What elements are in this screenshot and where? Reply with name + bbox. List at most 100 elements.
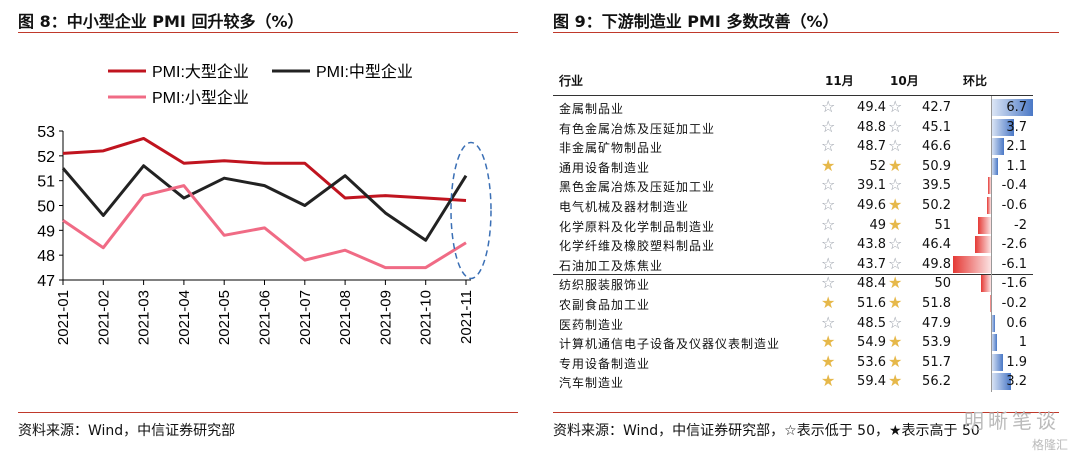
left-source-rule [18, 412, 518, 413]
oct-value: 50 [934, 276, 951, 292]
left-line-chart: 47 48 49 50 51 52 53 2021-01 2021-02 2021-03 2021-… [37, 63, 492, 345]
y-tick-label: 47 [37, 273, 55, 290]
industry-name: 化学原料及化学制品制造业 [559, 219, 716, 234]
nov-value: 51.6 [857, 296, 886, 311]
header-underline [553, 95, 1033, 96]
nov-value: 43.8 [857, 237, 886, 253]
header-mom: 环比 [963, 74, 988, 88]
header-industry: 行业 [559, 74, 584, 88]
table-row: 石油加工及炼焦业 ☆ 43.7 ☆ 49.8 -6.1 [553, 254, 1033, 275]
industry-name: 通用设备制造业 [559, 160, 651, 175]
table-row: 专用设备制造业 ★ 53.6 ★ 51.7 1.9 [553, 351, 1033, 373]
change-bar [991, 118, 1015, 136]
table-row: 汽车制造业 ★ 59.4 ★ 56.2 3.2 [553, 372, 1033, 392]
star-filled-icon: ★ [888, 371, 903, 391]
nov-value: 48.7 [857, 139, 886, 155]
legend-label: PMI:小型企业 [152, 89, 249, 107]
left-title-rule [18, 32, 518, 33]
star-filled-icon: ★ [888, 351, 903, 371]
mom-change: -0.2 [1001, 296, 1027, 311]
oct-value: 51 [934, 217, 951, 233]
table-row: 农副食品加工业 ★ 51.6 ★ 51.8 -0.2 [553, 294, 1033, 314]
oct-value: 50.2 [922, 198, 951, 213]
header-nov: 11月 [825, 74, 854, 88]
star-hollow-icon: ☆ [888, 97, 903, 116]
x-tick-label: 2021-07 [297, 290, 314, 345]
x-tick-label: 2021-04 [176, 290, 193, 345]
right-chart-title: 图 9：下游制造业 PMI 多数改善（%） [553, 12, 839, 31]
star-hollow-icon: ☆ [821, 312, 836, 332]
nov-value: 52 [869, 158, 886, 174]
right-source: 资料来源：Wind，中信证券研究部，☆表示低于 50，★表示高于 50 [553, 423, 980, 439]
watermark-brand: 格隆汇 [1031, 438, 1068, 452]
x-tick-label: 2021-11 [458, 290, 475, 344]
star-hollow-icon: ☆ [888, 116, 903, 136]
oct-value: 45.1 [922, 119, 951, 135]
industry-name: 化学纤维及橡胶塑料制品业 [559, 239, 716, 254]
star-filled-icon: ★ [888, 332, 903, 352]
mom-change: 3.2 [1006, 374, 1027, 390]
change-bar [991, 157, 998, 175]
mom-change: -2 [1014, 217, 1027, 233]
star-filled-icon: ★ [821, 351, 836, 371]
industry-name: 有色金属冶炼及压延加工业 [559, 121, 716, 136]
star-filled-icon: ★ [821, 332, 836, 352]
star-filled-icon: ★ [888, 273, 903, 293]
star-filled-icon: ★ [888, 293, 903, 312]
industry-name: 金属制品业 [559, 102, 625, 116]
industry-name: 汽车制造业 [559, 376, 625, 391]
nov-value: 43.7 [857, 256, 886, 272]
x-tick-label: 2021-02 [95, 290, 112, 345]
industry-name: 电气机械及器材制造业 [559, 200, 690, 214]
oct-value: 56.2 [922, 374, 951, 390]
change-bar [991, 314, 995, 332]
series-line-3 [62, 184, 467, 270]
table-row: 有色金属冶炼及压延加工业 ☆ 48.8 ☆ 45.1 3.7 [553, 116, 1033, 138]
y-tick-label: 48 [37, 248, 55, 265]
star-filled-icon: ★ [821, 293, 836, 312]
nov-value: 54.9 [857, 335, 886, 351]
change-bar [952, 255, 991, 273]
table-row: 非金属矿物制品业 ☆ 48.7 ☆ 46.6 2.1 [553, 137, 1033, 157]
table-row: 电气机械及器材制造业 ☆ 49.6 ★ 50.2 -0.6 [553, 196, 1033, 216]
y-tick-label: 50 [37, 199, 55, 216]
left-chart-title: 图 8：中小型企业 PMI 回升较多（%） [18, 12, 304, 31]
star-hollow-icon: ☆ [821, 116, 836, 136]
nov-value: 53.6 [857, 354, 886, 370]
change-bar [989, 295, 991, 312]
star-hollow-icon: ☆ [888, 136, 903, 156]
nov-value: 48.4 [857, 276, 886, 292]
oct-value: 46.4 [922, 237, 951, 253]
mom-change: -0.4 [1001, 178, 1027, 194]
star-filled-icon: ★ [821, 155, 836, 175]
star-hollow-icon: ☆ [888, 312, 903, 332]
industry-name: 非金属矿物制品业 [559, 141, 664, 156]
oct-value: 42.7 [922, 100, 951, 115]
table-row: 化学原料及化学制品制造业 ☆ 49 ★ 51 -2 [553, 214, 1033, 236]
star-hollow-icon: ☆ [821, 195, 836, 214]
oct-value: 50.9 [922, 158, 951, 174]
change-bar [991, 334, 998, 352]
legend-label: PMI:中型企业 [316, 63, 413, 81]
star-filled-icon: ★ [888, 155, 903, 175]
nov-value: 48.5 [857, 315, 886, 331]
watermark-text: 明晰笔谈 [964, 409, 1060, 433]
mom-change: 2.1 [1006, 139, 1027, 155]
table-row: 金属制品业 ☆ 49.4 ☆ 42.7 6.7 [553, 97, 1034, 118]
x-tick-label: 2021-09 [377, 290, 394, 345]
star-hollow-icon: ☆ [821, 273, 836, 293]
oct-value: 51.8 [922, 296, 951, 311]
legend-label: PMI:大型企业 [152, 63, 249, 81]
change-bar [991, 99, 1034, 116]
right-source-rule [553, 412, 1059, 413]
highlight-ellipse [450, 141, 492, 280]
mom-change: 1 [1018, 335, 1027, 351]
star-filled-icon: ★ [888, 214, 903, 234]
y-tick-label: 52 [37, 149, 55, 166]
change-bar [980, 275, 991, 293]
star-hollow-icon: ☆ [888, 175, 903, 195]
change-bar [978, 216, 991, 234]
industry-name: 专用设备制造业 [559, 356, 651, 371]
x-tick-label: 2021-10 [418, 290, 435, 345]
mom-change: -1.6 [1001, 276, 1027, 292]
